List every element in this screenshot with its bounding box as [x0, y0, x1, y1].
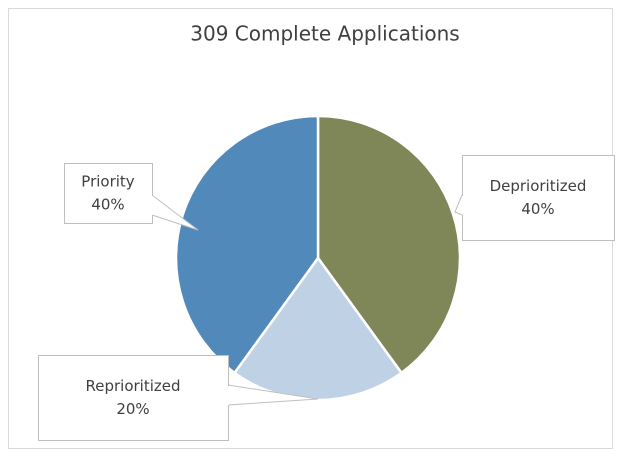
pie-slice: [232, 255, 404, 402]
callout-box: [64, 163, 153, 224]
data-label-name: Priority: [81, 173, 135, 191]
data-label-value: 20%: [116, 400, 149, 418]
callout-pointer: [151, 194, 199, 231]
data-label-name: Reprioritized: [85, 377, 180, 395]
callout-mask: [227, 386, 229, 405]
data-label-name: Deprioritized: [490, 177, 587, 195]
data-label-value: 40%: [91, 196, 124, 214]
callout-pointer: [227, 384, 319, 406]
callout-box: [462, 155, 615, 241]
callout-box: [38, 355, 229, 441]
pie-slice: [316, 114, 462, 375]
callout-mask: [151, 196, 153, 215]
data-label-value: 40%: [521, 200, 554, 218]
callout-pointer: [454, 194, 463, 216]
chart-title: 309 Complete Applications: [190, 22, 459, 46]
callout-mask: [462, 196, 464, 215]
pie-slice: [174, 114, 320, 375]
